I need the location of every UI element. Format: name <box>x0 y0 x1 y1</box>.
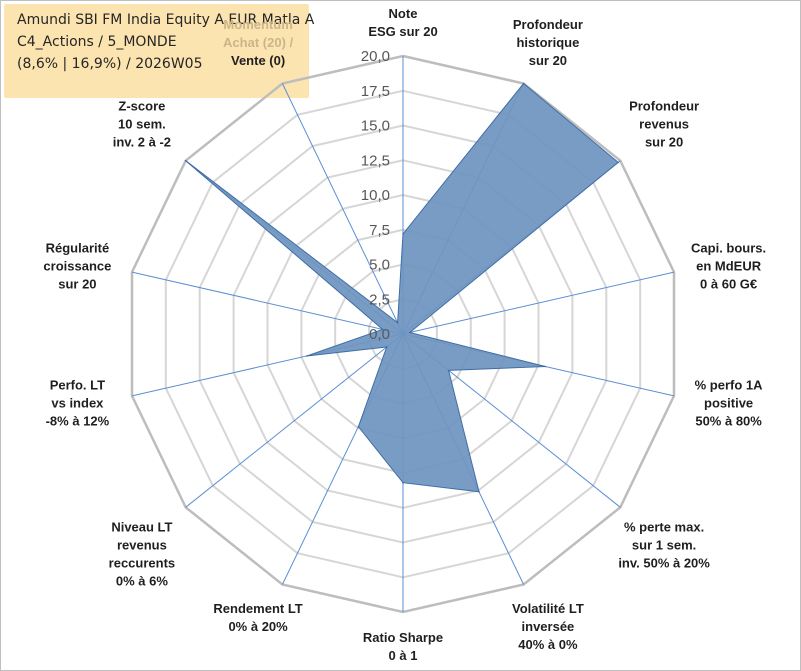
axis-label-7-line-0: Ratio Sharpe <box>363 630 443 645</box>
axis-label-6-line-1: inversée <box>522 619 575 634</box>
axis-label-9-line-2: reccurents <box>109 555 175 570</box>
data-point-11 <box>381 328 384 331</box>
tick-label-7: 17,5 <box>361 83 390 100</box>
axis-label-5-line-0: % perte max. <box>624 519 704 534</box>
axis-label-1-line-2: sur 20 <box>529 53 567 68</box>
axis-label-4-line-1: positive <box>704 396 753 411</box>
axis-label-10: Perfo. LT vs index -8% à 12% <box>46 378 110 429</box>
axis-label-10-line-1: vs index <box>51 396 104 411</box>
axis-label-6: Volatilité LT inversée 40% à 0% <box>512 601 584 652</box>
data-point-8 <box>357 425 360 428</box>
spoke-9 <box>185 333 404 508</box>
axis-label-13-line-2: Vente (0) <box>231 53 285 68</box>
tick-label-0: 0,0 <box>369 326 390 343</box>
axis-label-13-line-0: Momentum <box>223 17 292 32</box>
axis-label-3-line-0: Capi. bours. <box>691 241 766 256</box>
axis-label-5-line-2: inv. 50% à 20% <box>618 555 710 570</box>
chart-title-line-3: (8,6% | 16,9%) / 2026W05 <box>17 56 203 72</box>
axis-label-7-line-1: 0 à 1 <box>389 648 418 663</box>
tick-label-3: 7,5 <box>369 222 390 239</box>
axis-label-3: Capi. bours. en MdEUR 0 à 60 G€ <box>691 241 766 292</box>
series-area <box>185 82 619 493</box>
axis-label-8-line-1: 0% à 20% <box>228 619 288 634</box>
data-point-12 <box>184 159 187 162</box>
tick-label-1: 2,5 <box>369 291 390 308</box>
axis-label-11-line-0: Régularité <box>46 241 110 256</box>
data-point-6 <box>478 491 480 493</box>
axis-label-1: Profondeur historique sur 20 <box>513 17 583 68</box>
axis-label-11-line-1: croissance <box>43 259 111 274</box>
spoke-3 <box>402 271 675 335</box>
axis-label-6-line-0: Volatilité LT <box>512 601 584 616</box>
tick-label-5: 12,5 <box>361 152 390 169</box>
chart-title-line-1: Amundi SBI FM India Equity A EUR Matla A <box>17 12 315 28</box>
tick-label-6: 15,0 <box>361 118 390 135</box>
axis-label-12: Z-score 10 sem. inv. 2 à -2 <box>113 99 171 150</box>
data-point-3 <box>409 331 411 334</box>
chart-title-line-2: C4_Actions / 5_MONDE <box>17 34 177 50</box>
axis-label-2: Profondeur revenus sur 20 <box>629 99 699 150</box>
spoke-13 <box>281 83 404 335</box>
axis-label-9-line-0: Niveau LT <box>111 519 172 534</box>
data-point-9 <box>385 346 388 348</box>
radar-series <box>184 82 619 493</box>
axis-label-0-line-1: ESG sur 20 <box>368 24 437 39</box>
data-point-13 <box>396 321 399 324</box>
tick-label-4: 10,0 <box>361 187 390 204</box>
axis-label-3-line-2: 0 à 60 G€ <box>700 277 757 292</box>
data-point-4 <box>544 365 547 368</box>
axis-label-5-line-1: sur 1 sem. <box>632 537 696 552</box>
axis-label-3-line-1: en MdEUR <box>696 259 762 274</box>
data-point-5 <box>447 369 450 372</box>
axis-label-0-line-0: Note <box>389 6 418 21</box>
axis-label-13-line-1: Achat (20) / <box>223 35 293 50</box>
axis-label-10-line-2: -8% à 12% <box>46 414 110 429</box>
axis-label-6-line-2: 40% à 0% <box>518 637 578 652</box>
axis-label-7: Ratio Sharpe 0 à 1 <box>363 630 443 663</box>
axis-label-4-line-2: 50% à 80% <box>695 414 762 429</box>
axis-label-5: % perte max. sur 1 sem. inv. 50% à 20% <box>618 519 710 570</box>
data-point-0 <box>402 233 404 235</box>
axis-label-8-line-0: Rendement LT <box>213 601 302 616</box>
radar-tick-labels: 0,0 2,5 5,0 7,5 10,0 12,5 15,0 17,5 20,0 <box>361 48 390 343</box>
data-point-2 <box>617 161 619 164</box>
axis-label-2-line-0: Profondeur <box>629 99 699 114</box>
axis-label-0: Note ESG sur 20 <box>368 6 437 39</box>
axis-label-11: Régularité croissance sur 20 <box>43 241 111 292</box>
axis-label-1-line-0: Profondeur <box>513 17 583 32</box>
data-point-7 <box>402 481 404 484</box>
axis-label-1-line-1: historique <box>516 35 579 50</box>
axis-label-9: Niveau LT revenus reccurents 0% à 6% <box>109 519 175 588</box>
axis-label-2-line-2: sur 20 <box>645 135 683 150</box>
axis-label-9-line-3: 0% à 6% <box>116 573 168 588</box>
axis-label-11-line-2: sur 20 <box>58 277 96 292</box>
data-point-10 <box>306 355 308 357</box>
axis-label-2-line-1: revenus <box>639 117 689 132</box>
axis-label-10-line-0: Perfo. LT <box>50 378 105 393</box>
tick-label-8: 20,0 <box>361 48 390 65</box>
data-point-1 <box>522 82 525 85</box>
axis-label-12-line-1: 10 sem. <box>118 117 166 132</box>
axis-label-8: Rendement LT 0% à 20% <box>213 601 302 634</box>
axis-label-13: Momentum Achat (20) / Vente (0) <box>223 17 293 68</box>
axis-label-12-line-2: inv. 2 à -2 <box>113 135 171 150</box>
axis-label-9-line-1: revenus <box>117 537 167 552</box>
axis-label-12-line-0: Z-score <box>118 99 165 114</box>
radar-axis-labels: Note ESG sur 20 Profondeur historique sur 20… <box>43 6 766 663</box>
axis-label-4-line-0: % perfo 1A <box>695 378 764 393</box>
tick-label-2: 5,0 <box>369 257 390 274</box>
spoke-11 <box>131 271 404 335</box>
chart-title-box: Amundi SBI FM India Equity A EUR Matla A… <box>4 4 314 98</box>
axis-label-4: % perfo 1A positive 50% à 80% <box>695 378 764 429</box>
